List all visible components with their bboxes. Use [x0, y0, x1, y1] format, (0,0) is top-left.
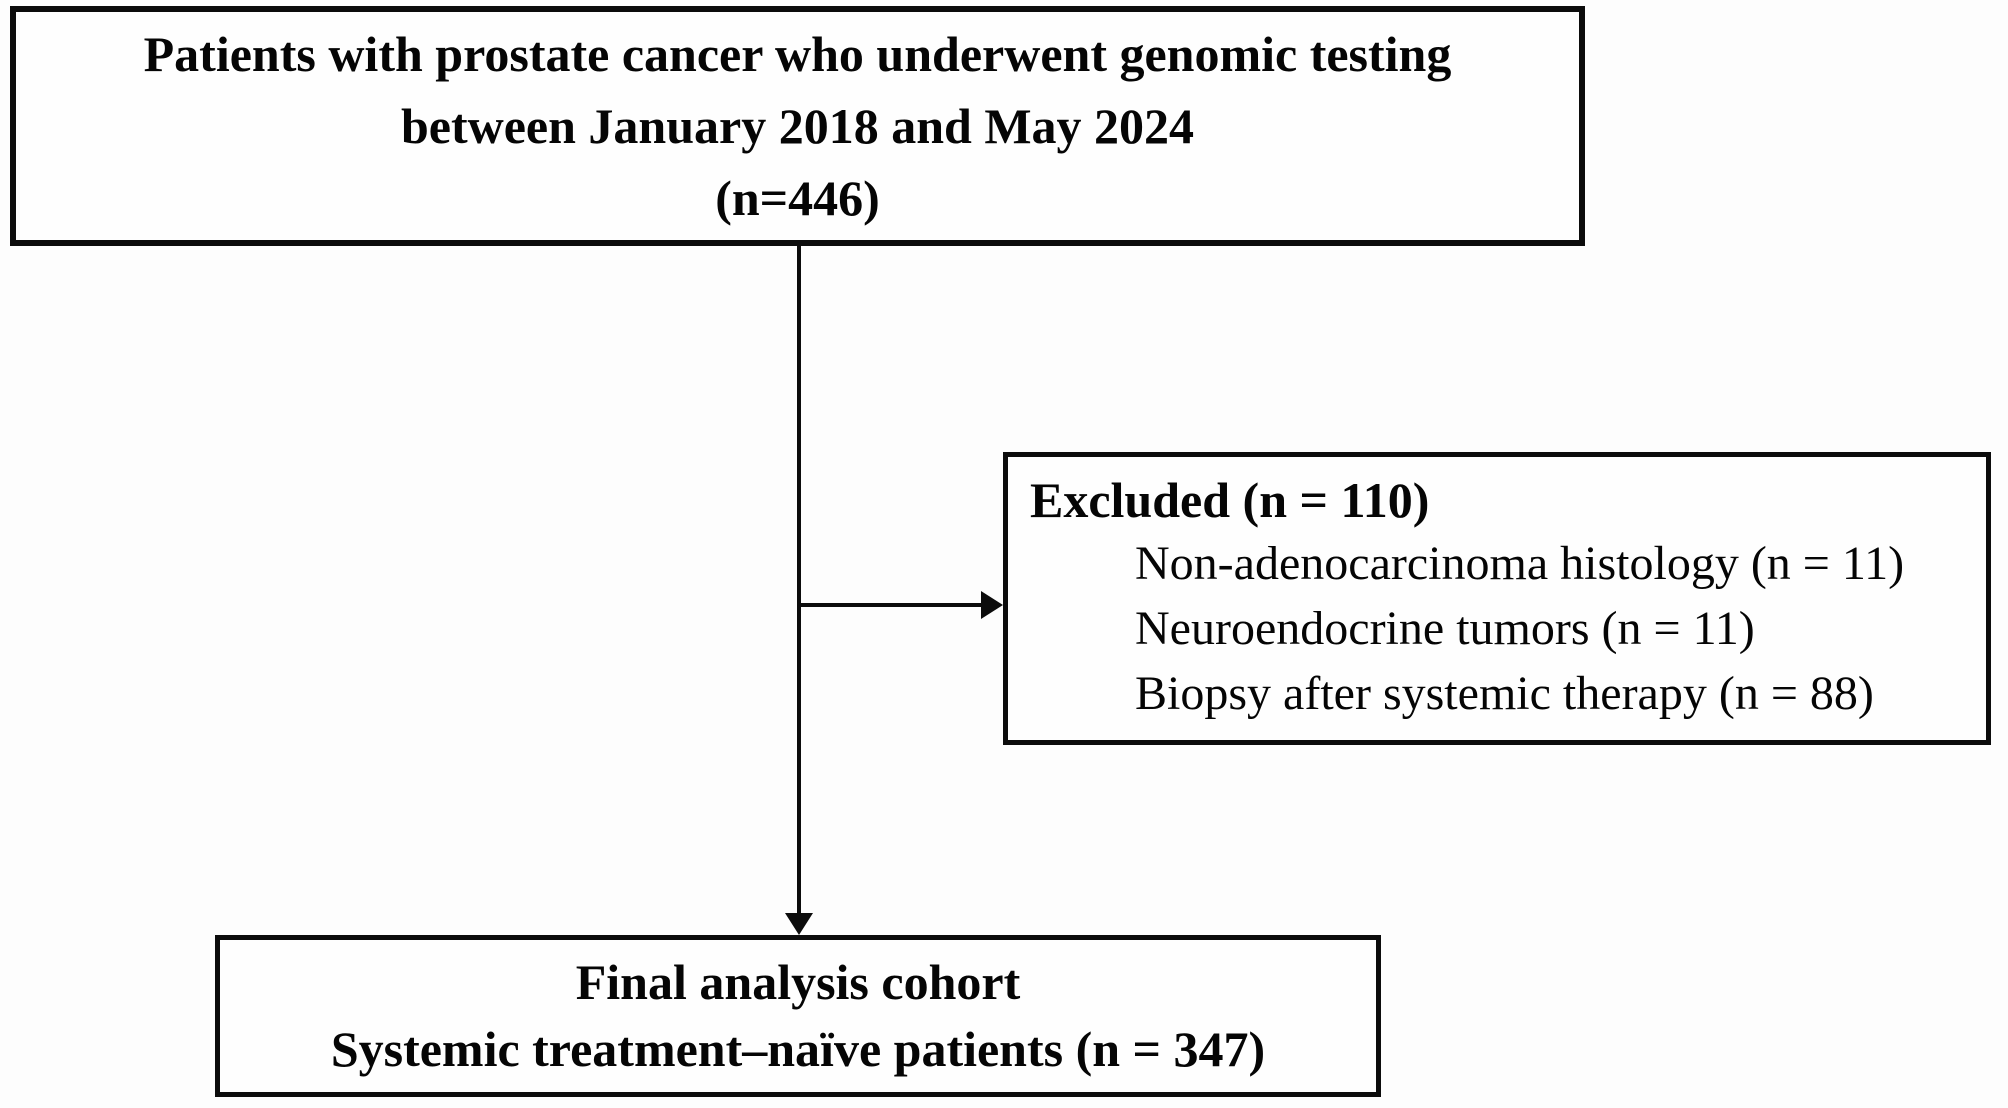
- vertical-connector-line: [797, 246, 801, 915]
- excluded-item-biopsy: Biopsy after systemic therapy (n = 88): [1135, 667, 1874, 720]
- arrowhead-down-icon: [785, 913, 813, 935]
- final-box-line1: Final analysis cohort: [575, 954, 1021, 1010]
- excluded-item-neuroendocrine: Neuroendocrine tumors (n = 11): [1135, 602, 1755, 655]
- final-box-line2: Systemic treatment–naïve patients (n = 3…: [330, 1021, 1266, 1077]
- top-box-line2: between January 2018 and May 2024: [400, 98, 1195, 154]
- horizontal-connector-line: [799, 603, 981, 607]
- final-analysis-box: Final analysis cohort Systemic treatment…: [215, 935, 1381, 1097]
- top-box-count: (n=446): [715, 170, 880, 226]
- arrowhead-right-icon: [981, 591, 1003, 619]
- top-box-line1: Patients with prostate cancer who underw…: [143, 26, 1452, 82]
- excluded-item-histology: Non-adenocarcinoma histology (n = 11): [1135, 537, 1905, 590]
- excluded-box: Excluded (n = 110) Non-adenocarcinoma hi…: [1003, 452, 1991, 745]
- top-box: Patients with prostate cancer who underw…: [10, 6, 1585, 246]
- excluded-box-header: Excluded (n = 110): [1030, 472, 1430, 528]
